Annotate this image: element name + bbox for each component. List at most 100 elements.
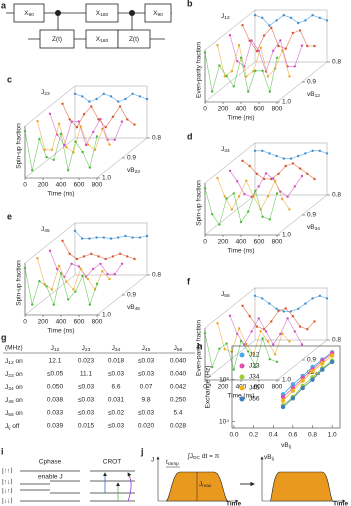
- z-tick-label: 1.0: [102, 175, 111, 182]
- table-cell: 0.039: [47, 423, 64, 430]
- data-point: [298, 29, 302, 32]
- data-point: [245, 75, 248, 78]
- data-point: [248, 39, 251, 42]
- data-point: [120, 262, 124, 265]
- plot-frame: [231, 345, 341, 429]
- text-main: Z(t): [52, 36, 62, 43]
- data-point: [57, 122, 61, 126]
- ramp-label: tramp: [166, 459, 179, 468]
- text-sub: 12: [54, 347, 60, 353]
- state-label: |↓↑⟩: [2, 487, 13, 495]
- data-point: [108, 277, 111, 281]
- data-point: [225, 197, 228, 200]
- data-point: [211, 213, 214, 216]
- data-point: [300, 343, 304, 346]
- back-wall: [254, 142, 328, 196]
- data-point: [79, 125, 82, 128]
- x-tick-label: 400: [236, 239, 247, 246]
- data-point: [45, 285, 48, 288]
- data-point: [259, 46, 262, 49]
- table-cell: 0.015: [78, 423, 95, 430]
- text-sub: 45: [44, 228, 50, 234]
- depth-edge: [204, 142, 256, 184]
- panel-label: h: [197, 341, 203, 351]
- data-point: [275, 19, 278, 22]
- data-point: [261, 337, 264, 340]
- data-point: [59, 272, 63, 275]
- text-main: J: [221, 13, 224, 20]
- data-point: [300, 44, 304, 47]
- x-tick-label: 0.8: [308, 432, 317, 439]
- gate-label: Z(t): [129, 36, 139, 43]
- data-point: [111, 255, 115, 258]
- table-header: J45: [142, 345, 151, 354]
- data-point: [109, 237, 113, 240]
- data-point: [291, 315, 295, 318]
- data-point: [118, 252, 122, 255]
- text-rest: dt = π: [200, 453, 220, 460]
- data-point: [243, 193, 246, 196]
- data-point: [268, 24, 271, 27]
- text-rest: on: [14, 397, 23, 404]
- data-point: [124, 97, 127, 101]
- data-point: [95, 135, 99, 138]
- depth-edge: [204, 339, 256, 381]
- data-point: [118, 105, 122, 108]
- x-tick-label: 0.0: [229, 432, 238, 439]
- row-header: J12 on: [5, 358, 23, 367]
- z-tick-label: 0.9: [307, 357, 316, 364]
- data-point: [290, 382, 296, 387]
- data-point: [88, 166, 92, 169]
- data-point: [250, 39, 253, 42]
- data-point: [298, 325, 302, 328]
- depth-edge: [204, 194, 256, 236]
- data-point: [304, 152, 307, 155]
- x-axis-label: Time: [226, 501, 241, 506]
- trace: [62, 103, 135, 128]
- back-wall: [74, 85, 148, 139]
- data-point: [65, 280, 68, 283]
- data-point: [254, 69, 257, 73]
- data-point: [250, 195, 253, 198]
- text-sub: 23: [135, 169, 141, 175]
- data-point: [261, 215, 264, 218]
- data-point: [77, 120, 81, 123]
- gate-label: X90: [153, 10, 163, 19]
- x-tick-label: 600: [74, 319, 85, 326]
- x-tick-label: 200: [38, 319, 49, 326]
- data-point: [50, 288, 54, 291]
- data-point: [252, 353, 255, 356]
- table-header: J12: [51, 345, 60, 354]
- panel-label: c: [7, 74, 12, 84]
- data-point: [277, 309, 280, 313]
- data-point: [104, 257, 107, 261]
- z-tick-label: 1.0: [282, 232, 291, 239]
- data-point: [61, 239, 64, 242]
- text-sub: 23: [8, 373, 14, 379]
- data-point: [97, 118, 100, 121]
- text-sub: 90: [157, 12, 163, 18]
- data-point: [268, 302, 271, 305]
- data-point: [120, 120, 124, 123]
- depth-edge: [24, 85, 76, 127]
- x-axis-label: Time (ns): [227, 115, 254, 122]
- data-point: [211, 365, 214, 369]
- data-point: [218, 223, 221, 226]
- table-cell: 0.033: [47, 410, 64, 417]
- table-header: J34: [112, 345, 121, 354]
- data-point: [52, 158, 55, 161]
- data-point: [311, 149, 314, 152]
- data-point: [57, 264, 61, 268]
- legend-marker: [239, 363, 245, 369]
- data-point: [145, 234, 149, 238]
- legend-label: J56: [249, 396, 260, 403]
- data-point: [131, 236, 134, 239]
- data-point: [218, 347, 221, 350]
- data-point: [277, 44, 280, 48]
- data-point: [254, 189, 257, 192]
- x-axis-label: vBij: [281, 442, 291, 451]
- data-point: [84, 143, 88, 147]
- table-cell: 5.4: [173, 410, 182, 417]
- text-sub: ij: [289, 444, 291, 450]
- data-point: [304, 19, 307, 22]
